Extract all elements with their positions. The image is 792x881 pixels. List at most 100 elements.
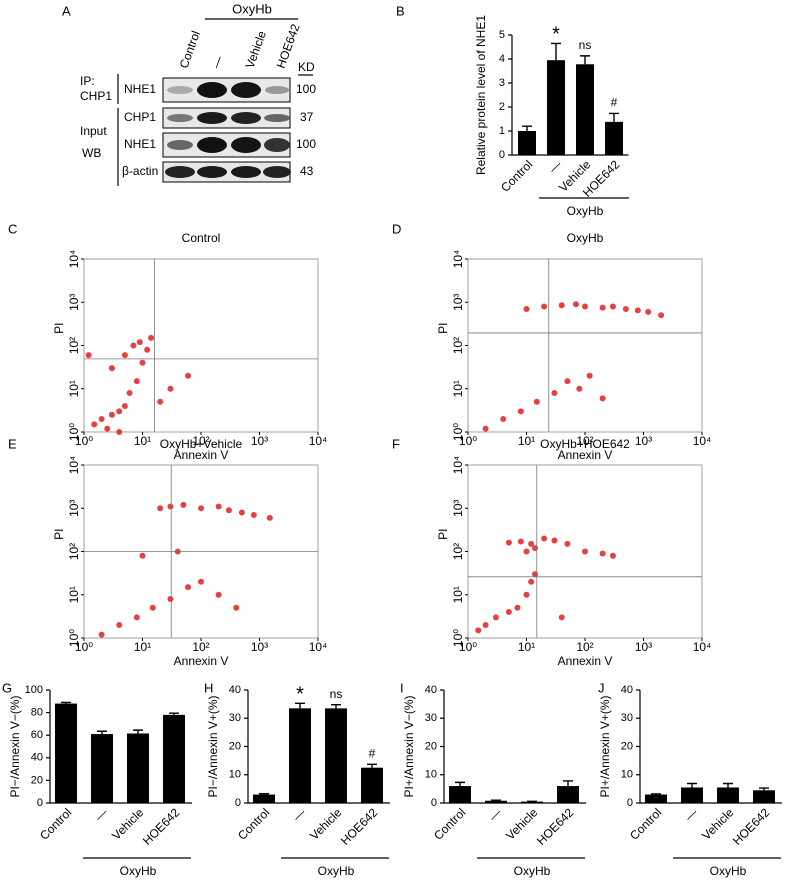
event-dot (492, 614, 499, 621)
y-tick-label: 10¹ (451, 586, 465, 603)
event-dot (85, 352, 92, 359)
event-dot (523, 305, 530, 312)
event-dot (266, 514, 273, 521)
panel-letter: J (598, 680, 605, 695)
event-dot (523, 591, 530, 598)
bar (449, 786, 471, 803)
event-dot (482, 621, 489, 628)
y-tick-label: 30 (229, 712, 241, 724)
event-dot (133, 378, 140, 385)
error-bar (97, 730, 107, 735)
error-bar (169, 712, 179, 715)
y-tick-label: 40 (229, 684, 241, 696)
event-dot (136, 339, 143, 346)
x-tick-label: 10³ (251, 434, 268, 448)
bar (717, 787, 739, 803)
event-dot (139, 359, 146, 366)
kd-value: 100 (296, 137, 316, 151)
error-bar (259, 792, 269, 795)
annotation: * (296, 684, 304, 706)
y-tick-label: 10² (451, 543, 465, 560)
event-dot (564, 540, 571, 547)
x-tick-label: 10⁰ (459, 434, 477, 448)
panel-letter: I (400, 680, 404, 695)
error-bar (367, 763, 377, 768)
event-dot (558, 614, 565, 621)
error-bar (723, 782, 733, 788)
event-dot (215, 503, 222, 510)
bar (557, 786, 579, 803)
error-bar (295, 702, 305, 709)
y-axis-label: Relative protein level of NHE1 (474, 15, 488, 175)
group-label: OxyHb (514, 864, 551, 878)
x-tick-label: 10⁴ (309, 434, 328, 448)
y-tick-label: 100 (25, 684, 43, 696)
y-tick-label: 0 (431, 797, 437, 809)
lane-label: Control (177, 29, 203, 70)
y-tick-label: 4 (499, 53, 505, 65)
x-tick-label: 10⁰ (75, 434, 93, 448)
y-tick-label: 0 (37, 797, 43, 809)
event-dot (167, 595, 174, 602)
y-tick-label: 0 (627, 797, 633, 809)
y-tick-label: 20 (425, 740, 437, 752)
panel-letter: G (2, 680, 12, 695)
bar (521, 801, 543, 803)
event-dot (482, 425, 489, 432)
row-label: NHE1 (124, 82, 156, 96)
x-tick-label: — (486, 805, 504, 823)
x-tick-label: HOE642 (338, 805, 381, 848)
error-bar (455, 781, 465, 787)
annotation: ns (579, 38, 592, 52)
blot-image (162, 77, 291, 183)
error-bar (491, 799, 501, 801)
event-dot (238, 509, 245, 516)
event-dot (551, 389, 558, 396)
x-tick-label: 10² (192, 640, 209, 654)
event-dot (634, 307, 641, 314)
error-bar (609, 112, 619, 122)
x-tick-label: 10⁰ (75, 640, 93, 654)
event-dot (98, 415, 105, 422)
y-tick-label: 10⁰ (67, 423, 81, 441)
y-tick-label: 10⁰ (67, 629, 81, 647)
event-dot (233, 604, 240, 611)
x-axis-label: Annexin V (174, 448, 229, 462)
y-tick-label: 10³ (67, 294, 81, 311)
error-bar (522, 125, 532, 131)
event-dot (500, 415, 507, 422)
y-axis-label: PI (52, 529, 66, 540)
annotation: # (369, 746, 376, 760)
event-dot (517, 408, 524, 415)
event-dot (576, 385, 583, 392)
event-dot (198, 578, 204, 585)
bar (645, 794, 667, 803)
event-dot (609, 303, 616, 310)
error-bar (651, 793, 661, 795)
x-tick-label: 10¹ (134, 640, 151, 654)
panel-letter: D (392, 221, 401, 236)
bar (753, 790, 775, 803)
plot-title: OxyHb+Vehicle (160, 437, 243, 451)
event-dot (505, 539, 512, 546)
event-dot (180, 501, 187, 508)
blot-panel: A OxyHb Control — Vehicle HOE642 IP: CHP… (62, 1, 316, 186)
bar (576, 64, 594, 155)
event-dot (108, 411, 115, 418)
bar (163, 714, 185, 803)
plot-title: Control (182, 231, 221, 245)
event-dot (523, 548, 530, 555)
x-tick-label: Control (235, 805, 272, 842)
error-bar (580, 55, 590, 65)
error-bar (133, 729, 143, 734)
event-dot (167, 503, 174, 510)
event-dot (599, 304, 606, 311)
kd-value: 37 (300, 110, 314, 124)
panel-letter: A (62, 3, 71, 18)
x-tick-label: HOE642 (140, 805, 183, 848)
event-dot (599, 550, 606, 557)
group-label: OxyHb (318, 864, 355, 878)
error-bar (687, 782, 697, 788)
x-tick-label: 10¹ (518, 640, 535, 654)
annotation: * (552, 24, 560, 46)
